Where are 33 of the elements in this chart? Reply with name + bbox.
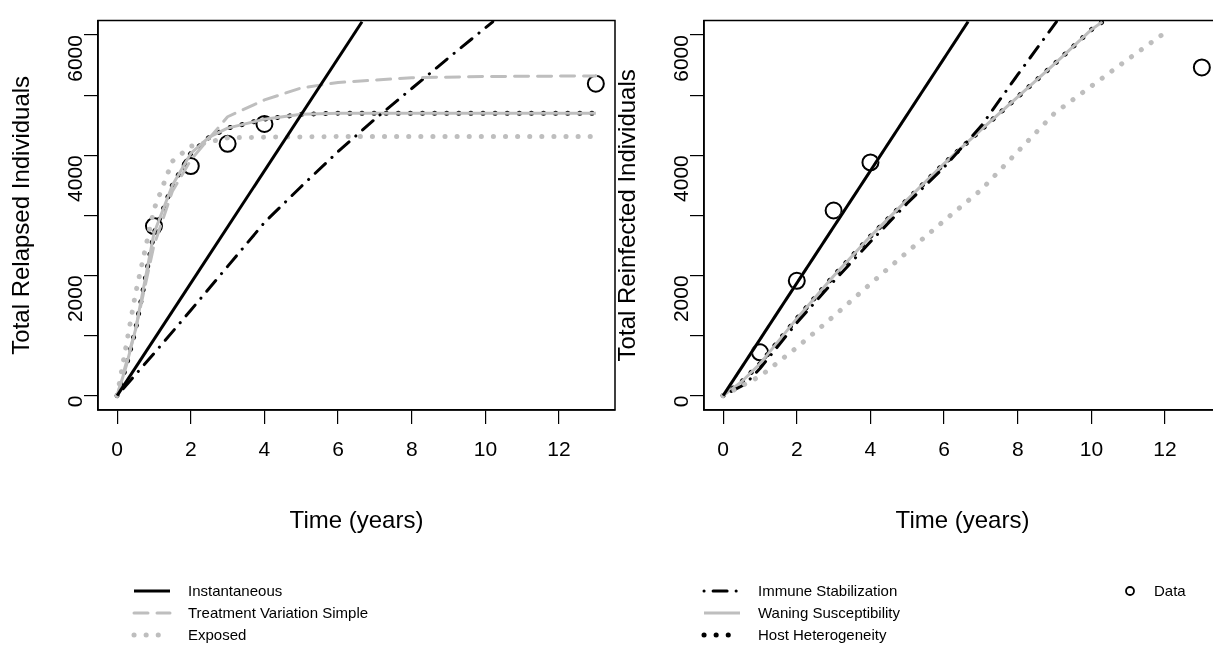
x-tick-label: 10 [473, 437, 498, 461]
y-axis-title: Total Reinfected Individuals [613, 69, 641, 362]
x-tick-label: 2 [184, 437, 197, 461]
legend-label: Exposed [188, 625, 247, 645]
x-tick-label: 4 [864, 437, 877, 461]
x-tick-label: 0 [111, 437, 123, 461]
x-tick-label: 12 [547, 437, 571, 461]
legend-label: Immune Stabilization [758, 581, 898, 601]
x-tick-label: 8 [405, 437, 418, 461]
legend-label: Data [1154, 581, 1186, 601]
x-tick-label: 0 [717, 437, 729, 461]
y-tick-label: 4000 [668, 155, 692, 202]
y-tick-label: 4000 [62, 155, 86, 202]
y-axis-title: Total Relapsed Individuals [7, 75, 35, 355]
legend-label: Waning Susceptibility [758, 603, 901, 623]
x-tick-label: 6 [938, 437, 950, 461]
x-axis-title: Time (years) [289, 506, 424, 534]
x-tick-label: 2 [790, 437, 803, 461]
legend-label: Host Heterogeneity [758, 625, 887, 645]
y-tick-label: 6000 [668, 35, 692, 82]
y-tick-label: 6000 [62, 35, 86, 82]
x-tick-label: 6 [332, 437, 344, 461]
y-tick-label: 2000 [668, 275, 692, 323]
x-axis-title: Time (years) [895, 506, 1030, 534]
legend-label: Instantaneous [188, 581, 283, 601]
x-tick-label: 10 [1079, 437, 1104, 461]
x-tick-label: 8 [1011, 437, 1024, 461]
x-tick-label: 4 [258, 437, 271, 461]
x-tick-label: 12 [1153, 437, 1177, 461]
y-tick-label: 0 [668, 395, 692, 408]
y-tick-label: 0 [62, 395, 86, 408]
y-tick-label: 2000 [62, 275, 86, 323]
legend-label: Treatment Variation Simple [188, 603, 369, 623]
